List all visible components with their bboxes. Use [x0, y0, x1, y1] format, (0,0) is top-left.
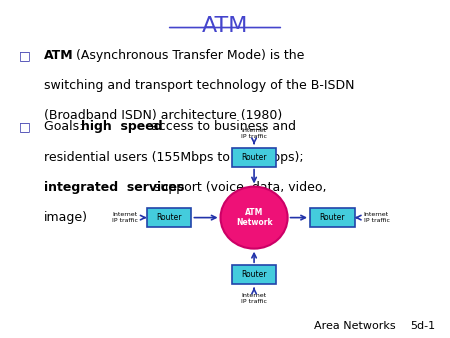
Text: Area Networks: Area Networks [315, 320, 396, 331]
Text: □: □ [19, 120, 31, 134]
Text: (Broadband ISDN) architecture (1980): (Broadband ISDN) architecture (1980) [44, 109, 282, 122]
Text: high  speed: high speed [81, 120, 162, 134]
Text: residential users (155Mbps to 622 Mbps);: residential users (155Mbps to 622 Mbps); [44, 150, 303, 164]
Text: ATM: ATM [202, 17, 248, 37]
Text: ATM
Network: ATM Network [236, 208, 272, 227]
FancyBboxPatch shape [147, 208, 191, 227]
Text: image): image) [44, 211, 88, 224]
FancyBboxPatch shape [310, 208, 355, 227]
Text: Internet
IP traffic: Internet IP traffic [112, 212, 138, 223]
Text: Router: Router [320, 213, 345, 222]
Text: access to business and: access to business and [147, 120, 296, 134]
Text: Goals:: Goals: [44, 120, 87, 134]
FancyBboxPatch shape [232, 148, 276, 167]
Text: switching and transport technology of the B-ISDN: switching and transport technology of th… [44, 79, 355, 92]
Text: 5d-1: 5d-1 [410, 320, 435, 331]
Text: □: □ [19, 49, 31, 62]
Ellipse shape [220, 187, 288, 249]
Text: Internet
IP traffic: Internet IP traffic [364, 212, 390, 223]
Text: Internet
IP traffic: Internet IP traffic [241, 128, 267, 139]
FancyBboxPatch shape [232, 265, 276, 284]
Text: Router: Router [241, 153, 267, 162]
Text: Router: Router [241, 270, 267, 279]
Text: support (voice, data, video,: support (voice, data, video, [150, 181, 326, 194]
Text: Router: Router [156, 213, 182, 222]
Text: integrated  services: integrated services [44, 181, 184, 194]
Text: (Asynchronous Transfer Mode) is the: (Asynchronous Transfer Mode) is the [72, 49, 304, 62]
Text: ATM: ATM [44, 49, 73, 62]
Text: Internet
IP traffic: Internet IP traffic [241, 293, 267, 304]
